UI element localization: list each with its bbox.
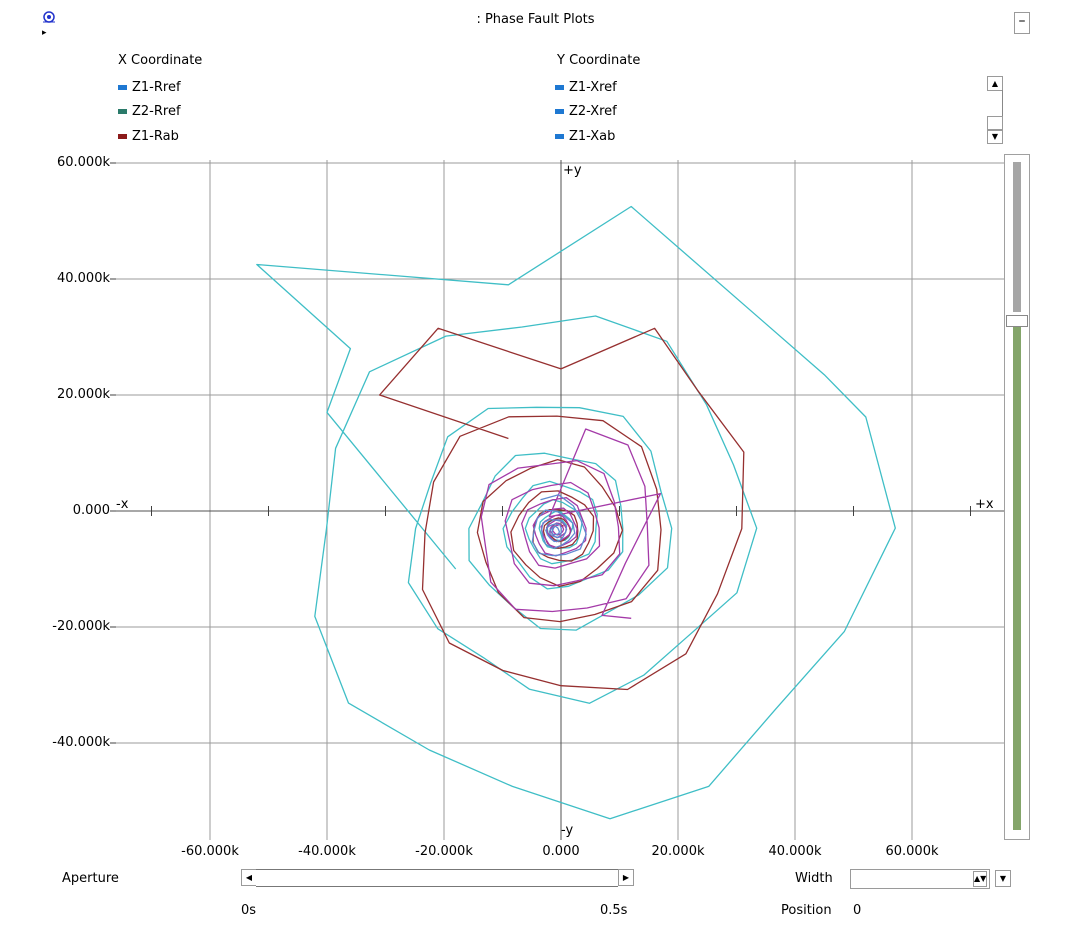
trajectory-blue xyxy=(531,494,587,557)
y-tick-label: -40.000k xyxy=(52,735,110,750)
x-coordinate-header: X Coordinate xyxy=(118,53,203,68)
x-tick-label: 60.000k xyxy=(885,844,939,859)
legend-item-z2-xref: Z2-Xref xyxy=(555,104,617,119)
aperture-right-button[interactable]: ▶ xyxy=(618,869,634,886)
legend-label: Z1-Xref xyxy=(569,80,617,95)
position-label: Position xyxy=(781,903,832,918)
legend-scrollbar[interactable]: ▲ ▼ xyxy=(987,76,1005,144)
x-tick-label: -20.000k xyxy=(415,844,473,859)
aperture-label: Aperture xyxy=(62,871,119,886)
aperture-slider[interactable]: ◀ ▶ xyxy=(241,869,635,887)
aperture-track[interactable] xyxy=(256,869,618,887)
x-tick-label: 40.000k xyxy=(768,844,822,859)
range-splitter-handle[interactable] xyxy=(1006,315,1028,327)
lower-range-bar[interactable] xyxy=(1013,327,1021,830)
trajectory-red xyxy=(378,327,745,691)
legend-item-z2-rref: Z2-Rref xyxy=(118,104,181,119)
y-tick-label: 0.000 xyxy=(72,503,110,518)
legend-swatch xyxy=(118,85,127,90)
app-icon[interactable] xyxy=(42,10,56,24)
y-tick-label: 20.000k xyxy=(56,387,110,402)
minus-y-label: -y xyxy=(561,823,573,838)
legend-swatch xyxy=(118,134,127,139)
legend-swatch xyxy=(118,109,127,114)
x-tick-label: -60.000k xyxy=(181,844,239,859)
legend-item-z1-xab: Z1-Xab xyxy=(555,129,615,144)
legend-label: Z2-Xref xyxy=(569,104,617,119)
aperture-start-time: 0s xyxy=(241,903,257,918)
trajectory-cyan xyxy=(256,205,896,820)
width-spin-button[interactable]: ▲▼ xyxy=(973,871,987,887)
legend-swatch xyxy=(555,109,564,114)
legend-item-z1-rref: Z1-Rref xyxy=(118,80,181,95)
width-input[interactable]: ▲▼ xyxy=(850,869,990,889)
x-tick-label: -40.000k xyxy=(298,844,356,859)
aperture-end-time: 0.5s xyxy=(600,903,628,918)
x-tick-label: 0.000 xyxy=(542,844,580,859)
aperture-left-button[interactable]: ◀ xyxy=(241,869,257,886)
plus-y-label: +y xyxy=(563,163,582,178)
plus-x-label: +x xyxy=(975,497,994,512)
y-tick-label: -20.000k xyxy=(52,619,110,634)
legend-swatch xyxy=(555,85,564,90)
legend-item-z1-rab: Z1-Rab xyxy=(118,129,179,144)
x-tick-label: 20.000k xyxy=(651,844,705,859)
minus-x-label: -x xyxy=(116,497,129,512)
legend-swatch xyxy=(555,134,564,139)
legend-label: Z1-Rref xyxy=(132,80,181,95)
legend-label: Z1-Rab xyxy=(132,129,179,144)
y-tick-label: 60.000k xyxy=(56,155,110,170)
scroll-thumb[interactable] xyxy=(987,116,1003,130)
width-label: Width xyxy=(795,871,833,886)
scroll-up-button[interactable]: ▲ xyxy=(987,76,1003,91)
minimize-button[interactable]: – xyxy=(1014,12,1030,34)
y-coordinate-header: Y Coordinate xyxy=(557,53,641,68)
scroll-track xyxy=(1002,90,1003,116)
collapse-arrow-icon[interactable]: ▸ xyxy=(42,28,47,38)
legend-label: Z1-Xab xyxy=(569,129,616,144)
scroll-down-button[interactable]: ▼ xyxy=(987,130,1003,144)
upper-range-bar[interactable] xyxy=(1013,162,1021,312)
position-value: 0 xyxy=(853,903,862,918)
window-title: : Phase Fault Plots xyxy=(476,12,595,27)
y-tick-label: 40.000k xyxy=(56,271,110,286)
trajectory-purple xyxy=(480,428,662,619)
legend-item-z1-xref: Z1-Xref xyxy=(555,80,617,95)
legend-label: Z2-Rref xyxy=(132,104,181,119)
width-dropdown-button[interactable]: ▼ xyxy=(995,870,1011,887)
